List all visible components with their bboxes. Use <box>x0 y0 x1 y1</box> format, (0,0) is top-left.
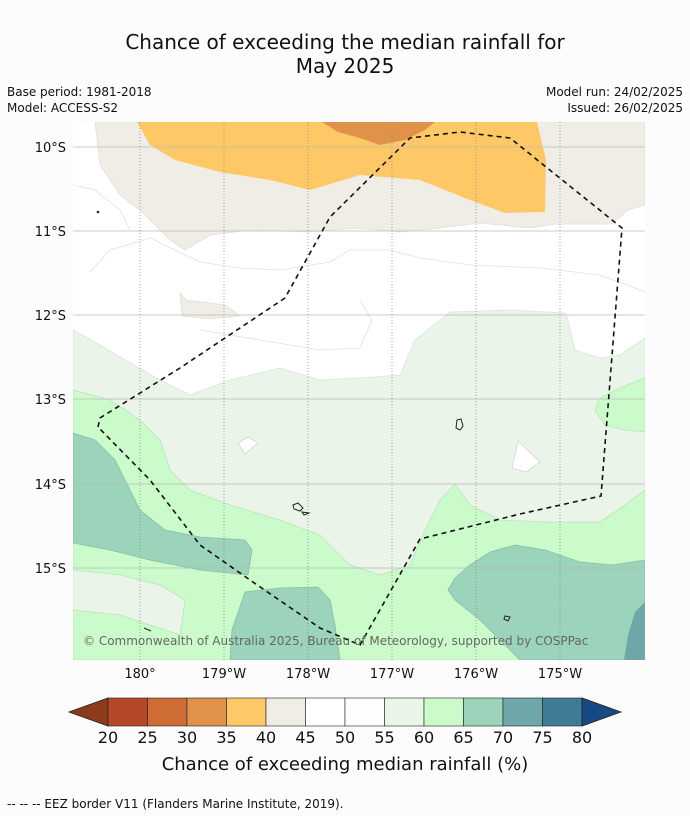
model-name: Model: ACCESS-S2 <box>7 101 119 115</box>
colorbar-tick-label: 20 <box>98 728 118 747</box>
lon-label-175w: 175°W <box>538 667 582 682</box>
colorbar-segment <box>423 697 464 727</box>
contour-65-70-south <box>229 586 341 660</box>
island-southwest <box>143 627 152 632</box>
island-west-1 <box>292 502 304 512</box>
lat-label-12s: 12°S <box>35 309 66 324</box>
map-plot-area: © Commonwealth of Australia 2025, Bureau… <box>73 122 645 660</box>
contour-35-40 <box>137 122 546 213</box>
colorbar: 20 25 30 35 40 45 50 55 60 65 70 75 80 <box>67 697 623 747</box>
colorbar-tick-label: 70 <box>493 728 513 747</box>
colorbar-segment <box>107 697 148 727</box>
colorbar-tick-label: 60 <box>414 728 434 747</box>
lon-label-176w: 176°W <box>454 667 498 682</box>
metadata-right: Model run: 24/02/2025 Issued: 26/02/2025 <box>546 84 683 116</box>
copyright-notice: © Commonwealth of Australia 2025, Bureau… <box>83 634 588 648</box>
island-north <box>455 418 464 431</box>
lon-label-178w: 178°W <box>286 667 330 682</box>
colorbar-segment <box>186 697 227 727</box>
contour-30-35 <box>322 122 435 145</box>
colorbar-tick-label: 45 <box>295 728 315 747</box>
islands <box>96 210 511 632</box>
colorbar-tick-label: 55 <box>374 728 394 747</box>
issued-date: Issued: 26/02/2025 <box>567 101 683 115</box>
colorbar-tick-label: 35 <box>216 728 236 747</box>
eez-border <box>97 131 623 647</box>
colorbar-tick-label: 50 <box>335 728 355 747</box>
base-period: Base period: 1981-2018 <box>7 85 152 99</box>
colorbar-segment <box>344 697 385 727</box>
model-run: Model run: 24/02/2025 <box>545 85 683 99</box>
title-line-1: Chance of exceeding the median rainfall … <box>125 30 565 54</box>
island-southeast <box>503 615 511 622</box>
lon-label-180: 180° <box>124 667 155 682</box>
lat-label-10s: 10°S <box>35 141 66 156</box>
island-dot <box>96 210 100 214</box>
contour-lines <box>73 184 645 351</box>
colorbar-segment <box>226 697 267 727</box>
lat-label-14s: 14°S <box>35 478 66 493</box>
lat-label-13s: 13°S <box>35 393 66 408</box>
colorbar-segment <box>384 697 425 727</box>
colorbar-segment <box>502 697 543 727</box>
colorbar-tick-label: 80 <box>572 728 592 747</box>
lat-gridlines <box>73 146 645 569</box>
contour-70-75 <box>624 602 645 660</box>
island-west-2 <box>300 511 311 516</box>
contour-40-45-patch <box>179 291 242 320</box>
lat-tick-labels: 10°S 11°S 12°S 13°S 14°S 15°S <box>35 141 66 577</box>
colorbar-title: Chance of exceeding median rainfall (%) <box>162 754 529 775</box>
map-title: Chance of exceeding the median rainfall … <box>0 30 690 78</box>
lon-label-177w: 177°W <box>370 667 414 682</box>
contour-60-65-east <box>594 377 645 433</box>
colorbar-segment <box>305 697 346 727</box>
lat-label-15s: 15°S <box>35 562 66 577</box>
title-line-2: May 2025 <box>295 54 395 78</box>
contour-65-70-southeast <box>447 544 645 660</box>
colorbar-segment <box>542 697 583 727</box>
colorbar-extend-low <box>67 697 109 727</box>
lon-label-179w: 179°W <box>202 667 246 682</box>
colorbar-extend-high <box>581 697 623 727</box>
lon-tick-labels: 180° 179°W 178°W 177°W 176°W 175°W <box>124 667 582 682</box>
colorbar-tick-label: 40 <box>256 728 276 747</box>
lat-label-11s: 11°S <box>35 225 66 240</box>
metadata-left: Base period: 1981-2018 Model: ACCESS-S2 <box>7 84 152 116</box>
colorbar-segment <box>265 697 306 727</box>
contour-45-50-patch-2 <box>511 440 541 473</box>
contour-45-50-patch-1 <box>237 436 259 455</box>
colorbar-tick-label: 75 <box>532 728 552 747</box>
colorbar-tick-label: 25 <box>137 728 157 747</box>
colorbar-segment <box>147 697 188 727</box>
eez-footnote: -- -- -- EEZ border V11 (Flanders Marine… <box>7 797 344 811</box>
colorbar-segment <box>463 697 504 727</box>
colorbar-tick-label: 30 <box>177 728 197 747</box>
colorbar-tick-label: 65 <box>453 728 473 747</box>
contour-65-70-west <box>73 432 253 576</box>
